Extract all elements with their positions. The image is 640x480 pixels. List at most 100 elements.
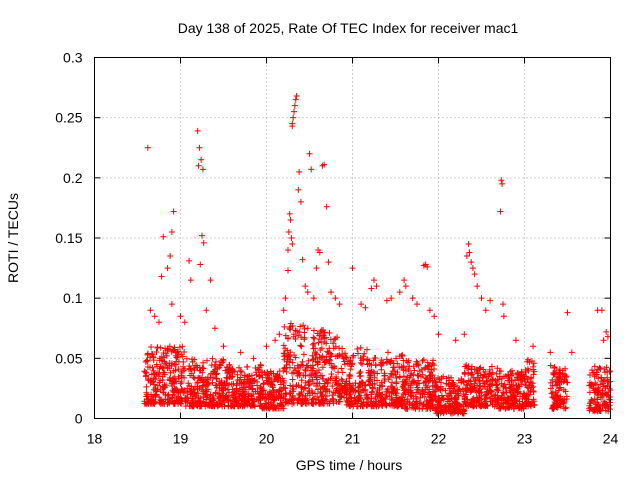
data-point [228,402,235,409]
data-point [465,363,472,370]
data-point [378,379,385,386]
data-point [410,371,417,378]
data-point [318,372,325,379]
data-point [323,393,330,400]
data-point [181,374,188,381]
data-point [425,389,432,396]
data-point [156,355,163,362]
data-point [352,398,359,405]
data-point [600,337,607,344]
data-point [310,365,317,372]
data-point [385,376,392,383]
data-point [282,345,289,352]
data-point [421,365,428,372]
data-point [160,350,167,357]
data-point [357,395,364,402]
data-point [348,395,355,402]
data-point [306,381,313,388]
data-point [242,386,249,393]
data-point [414,361,421,368]
data-point [591,363,598,370]
data-point [349,265,356,272]
data-point [515,377,522,384]
data-point [290,114,297,121]
data-point [553,394,560,401]
data-point [223,380,230,387]
data-points [141,93,614,417]
x-tick-label: 21 [345,431,361,447]
data-point [327,336,334,343]
data-point [604,378,611,385]
data-point [432,388,439,395]
data-point [304,325,311,332]
data-point [306,150,313,157]
data-point [409,402,416,409]
data-point [311,335,318,342]
data-point [153,391,160,398]
data-point [432,393,439,400]
data-point [321,334,328,341]
data-point [527,387,534,394]
data-point [415,372,422,379]
data-point [431,313,438,320]
data-point [454,390,461,397]
data-point [411,403,418,410]
data-point [606,396,613,403]
data-point [592,380,599,387]
data-point [390,364,397,371]
data-point [144,144,151,151]
data-point [150,381,157,388]
data-point [586,389,593,396]
data-point [248,382,255,389]
data-point [324,348,331,355]
data-point [282,365,289,372]
data-point [234,377,241,384]
data-point [363,346,370,353]
data-point [428,371,435,378]
data-point [513,374,520,381]
data-point [401,387,408,394]
data-point [313,382,320,389]
data-point [416,368,423,375]
data-point [414,386,421,393]
x-axis-label: GPS time / hours [296,457,403,473]
data-point [332,379,339,386]
data-point [287,326,294,333]
data-point [185,380,192,387]
data-point [283,361,290,368]
data-point [478,400,485,407]
data-point [148,378,155,385]
data-point [561,371,568,378]
data-point [518,381,525,388]
data-point [222,367,229,374]
data-point [297,364,304,371]
data-point [241,400,248,407]
axis-ticks: 18 19 20 21 22 23 24 0 0.05 0.1 0.15 0.2 0.25 0.3 [55,50,618,447]
data-point [560,399,567,406]
data-point [549,405,556,412]
data-point [312,370,319,377]
data-point [352,380,359,387]
data-point [383,356,390,363]
data-point [338,393,345,400]
data-point [500,301,506,308]
data-point [204,386,211,393]
data-point [154,344,161,351]
data-point [524,358,531,365]
data-point [553,367,560,374]
data-point [187,366,194,373]
data-point [199,166,206,173]
data-point [512,402,519,409]
data-point [473,388,480,395]
data-point [436,400,443,407]
data-point [487,297,494,304]
data-point [162,345,169,352]
data-point [303,397,310,404]
data-point [493,382,500,389]
data-point [375,403,382,410]
data-point [373,398,380,405]
data-point [438,392,445,399]
data-point [302,379,309,386]
data-point [364,356,371,363]
data-point [226,362,233,369]
